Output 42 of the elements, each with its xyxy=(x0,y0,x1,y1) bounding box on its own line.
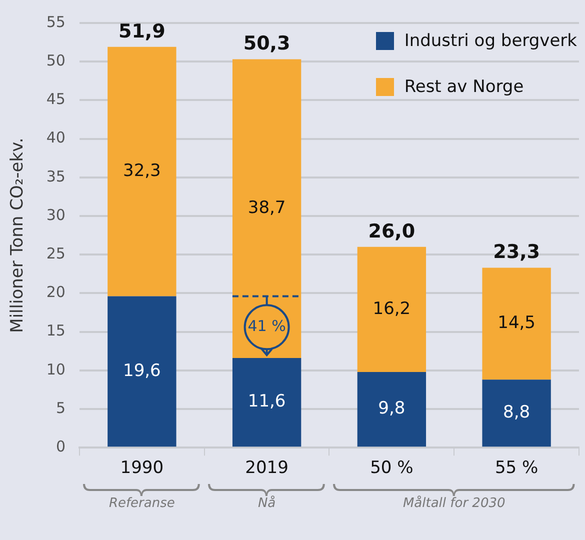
x-tick-label: 50 % xyxy=(370,458,414,478)
data-label: 11,6 xyxy=(248,392,286,412)
y-tick-label: 45 xyxy=(46,90,66,108)
y-tick-label: 5 xyxy=(56,398,66,417)
bar xyxy=(482,268,551,380)
bar xyxy=(357,246,426,372)
total-label: 51,9 xyxy=(118,20,166,42)
y-tick-label: 50 xyxy=(46,51,66,70)
text: Nå xyxy=(258,496,276,511)
total-label: 50,3 xyxy=(243,32,290,55)
total-label: 26,0 xyxy=(368,220,416,242)
bar xyxy=(232,59,302,358)
y-tick-label: 0 xyxy=(56,437,66,456)
x-tick-label: 2019 xyxy=(245,458,288,478)
data-label: 8,8 xyxy=(503,402,530,423)
bar xyxy=(108,46,176,296)
bar xyxy=(357,372,426,447)
data-label: 16,2 xyxy=(372,298,411,319)
data-label: 32,3 xyxy=(122,161,161,182)
y-tick-label: 20 xyxy=(46,283,66,302)
text: Referanse xyxy=(108,496,176,511)
bar xyxy=(108,296,176,447)
x-tick-label: 55 % xyxy=(494,458,538,478)
bar xyxy=(482,380,551,447)
annotation: 41 % xyxy=(248,317,286,336)
data-label: 19,6 xyxy=(122,360,161,381)
y-tick-label: 25 xyxy=(46,244,66,262)
y-tick-label: 55 xyxy=(46,12,66,31)
data-label: 9,8 xyxy=(378,398,406,419)
y-tick-label: 30 xyxy=(46,206,66,224)
legend-label: Industri og bergverk xyxy=(404,31,577,51)
x-tick-label: 1990 xyxy=(120,458,164,478)
y-axis-title: Millioner Tonn CO₂-ekv. xyxy=(8,138,28,333)
total-label: 23,3 xyxy=(493,241,540,264)
y-tick-label: 35 xyxy=(46,167,66,186)
y-tick-label: 15 xyxy=(46,322,66,340)
text: Måltall for 2030 xyxy=(402,496,506,511)
y-tick-label: 10 xyxy=(46,360,66,378)
legend-label: Rest av Norge xyxy=(404,77,524,97)
y-tick-label: 40 xyxy=(46,128,66,147)
data-label: 38,7 xyxy=(248,198,286,218)
data-label: 14,5 xyxy=(498,313,536,334)
